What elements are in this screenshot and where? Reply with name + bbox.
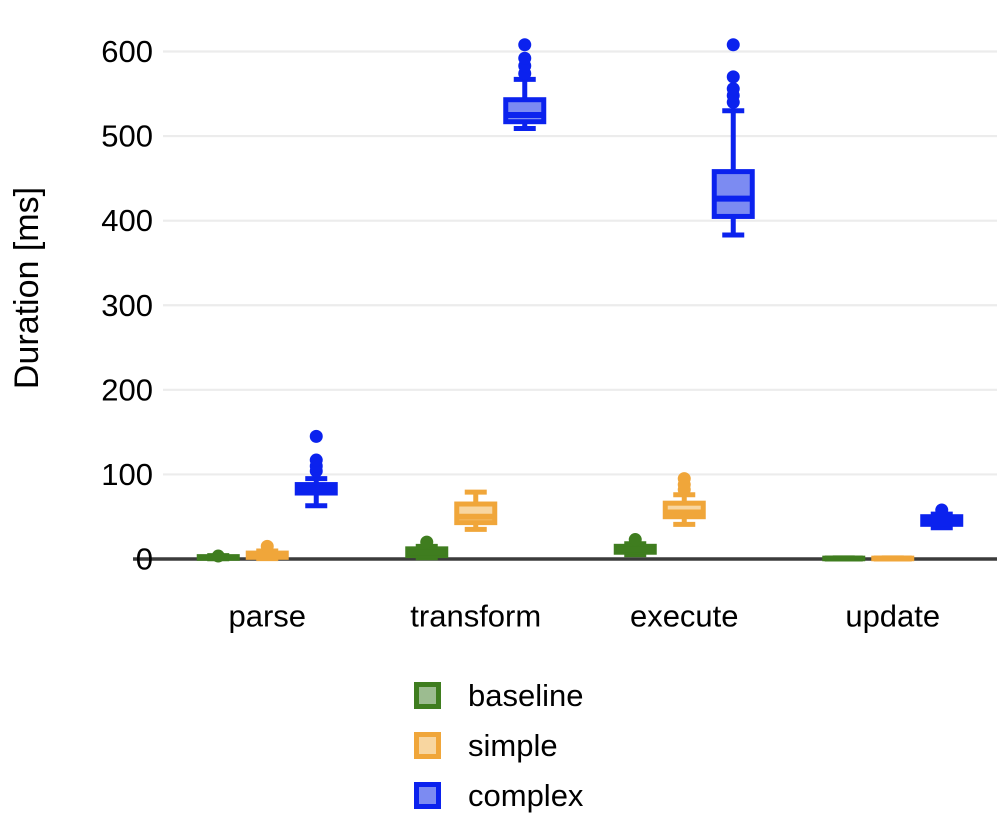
category-label: transform (410, 599, 541, 634)
y-tick-label: 300 (101, 288, 153, 323)
iqr-box (503, 97, 547, 125)
outlier-dot (518, 51, 532, 65)
box-glyph-simple-update (871, 555, 915, 562)
box-layer (196, 38, 964, 563)
y-tick-label: 200 (101, 372, 153, 407)
box-glyph-complex-update (920, 503, 964, 531)
box-glyph-complex-parse (294, 429, 338, 509)
box-glyph-complex-execute (711, 38, 755, 238)
outlier-dot (420, 535, 434, 549)
box-glyph-simple-transform (454, 489, 498, 532)
outlier-dot (726, 38, 740, 52)
outlier-dot (726, 82, 740, 96)
legend-swatch-simple (414, 731, 441, 759)
chart-canvas: 0 100 200 300 400 500 600 parse transform execute… (8, 34, 997, 634)
outlier-dot (518, 38, 532, 52)
legend-item-complex: complex (414, 777, 584, 813)
outlier-dot (935, 503, 949, 517)
legend-item-simple: simple (414, 727, 583, 763)
y-tick-label: 0 (136, 542, 153, 577)
legend-item-baseline: baseline (414, 677, 584, 713)
box-glyph-complex-transform (503, 38, 547, 131)
grid-layer (163, 50, 997, 476)
iqr-box (454, 501, 498, 526)
y-axis-title: Duration [ms] (8, 187, 46, 389)
outlier-dot (726, 70, 740, 84)
legend-label-simple: simple (468, 727, 558, 763)
category-label: update (845, 599, 940, 634)
legend-label-complex: complex (468, 777, 584, 813)
y-tick-label: 500 (101, 119, 153, 154)
outlier-dot (309, 453, 323, 467)
legend-swatch-complex (414, 781, 441, 809)
category-label: execute (630, 599, 739, 634)
legend: baseline simple complex (414, 677, 584, 831)
legend-label-baseline: baseline (468, 677, 584, 713)
box-glyph-baseline-parse (196, 549, 240, 563)
outlier-dot (677, 472, 691, 486)
outlier-dot (260, 539, 274, 553)
box-glyph-simple-execute (662, 472, 706, 527)
iqr-box (711, 169, 755, 219)
y-tick-label: 400 (101, 203, 153, 238)
y-tick-label: 100 (101, 457, 153, 492)
outlier-dot (628, 533, 642, 547)
outlier-dot (211, 549, 225, 563)
box-glyph-simple-parse (245, 539, 289, 562)
y-tick-label: 600 (101, 34, 153, 69)
outlier-dot (309, 429, 323, 443)
category-label: parse (228, 599, 306, 634)
box-glyph-baseline-update (822, 555, 866, 562)
box-glyph-baseline-execute (613, 533, 657, 558)
box-glyph-baseline-transform (405, 535, 449, 561)
label-layer: 0 100 200 300 400 500 600 parse transform execute… (101, 34, 940, 634)
legend-swatch-baseline (414, 681, 441, 709)
